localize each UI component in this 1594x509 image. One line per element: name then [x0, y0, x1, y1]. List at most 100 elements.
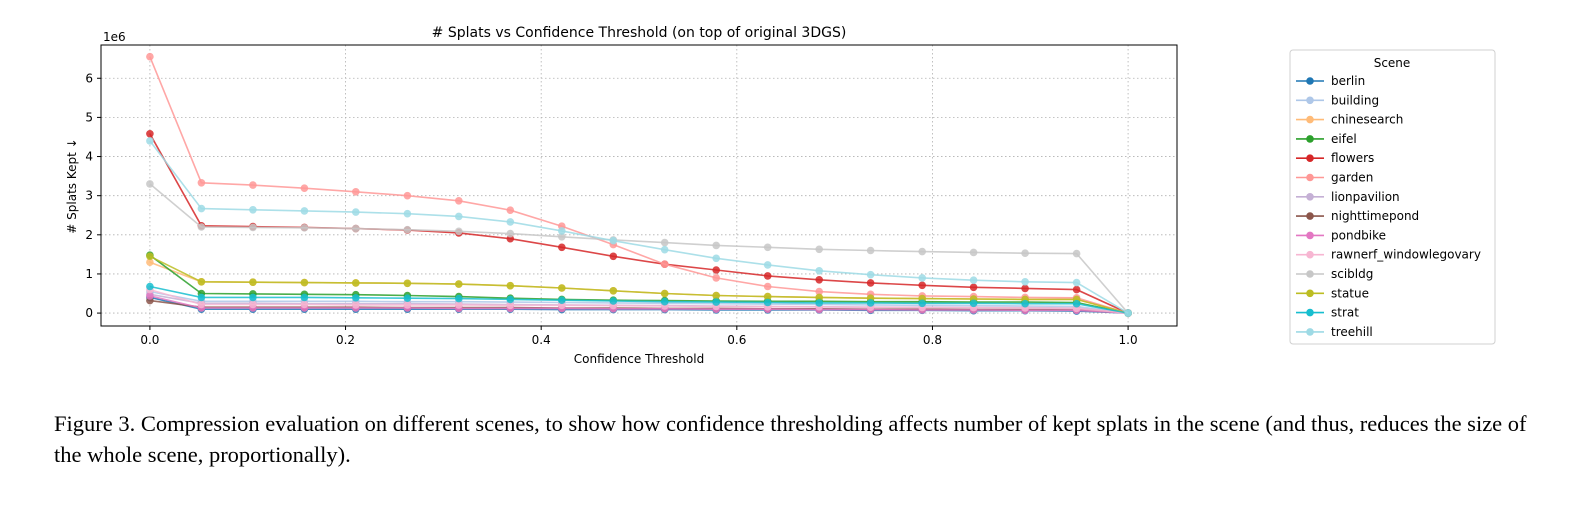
data-point-garden — [506, 206, 515, 214]
x-tick-label: 0.0 — [140, 333, 159, 347]
data-point-strat — [558, 296, 566, 305]
series-line-building — [149, 290, 1129, 314]
data-point-treehill — [1021, 278, 1029, 286]
data-point-garden — [197, 179, 206, 187]
legend-label: pondbike — [1331, 228, 1386, 242]
data-point-statue — [763, 292, 772, 301]
legend-item-eifel: eifel — [1296, 132, 1357, 146]
chart-title: # Splats vs Confidence Threshold (on top… — [432, 25, 847, 41]
y-tick-label: 6 — [85, 71, 93, 85]
y-tick-label: 5 — [85, 110, 93, 124]
data-point-flowers — [609, 252, 618, 261]
data-point-strat — [609, 297, 618, 305]
data-point-garden — [455, 197, 463, 205]
data-point-treehill — [558, 227, 566, 235]
series-strat — [146, 282, 1132, 317]
data-point-strat — [1072, 299, 1081, 308]
y-axis-label: # Splats Kept ↓ — [65, 138, 79, 233]
data-point-garden — [249, 181, 257, 189]
data-point-strat — [969, 299, 978, 308]
series-flowers — [146, 130, 1132, 317]
grid — [101, 45, 1177, 326]
data-point-treehill — [660, 245, 669, 254]
legend-item-strat: strat — [1296, 306, 1359, 320]
data-point-pondbike — [146, 292, 154, 300]
data-point-strat — [197, 293, 206, 302]
data-point-strat — [1021, 299, 1029, 308]
legend-item-statue: statue — [1296, 286, 1369, 300]
legend-label: garden — [1331, 171, 1373, 185]
series-line-statue — [149, 255, 1129, 314]
data-point-scibldg — [197, 223, 206, 231]
data-point-garden — [352, 188, 360, 196]
data-point-flowers — [1072, 285, 1081, 294]
data-point-strat — [249, 293, 257, 302]
legend-item-scibldg: scibldg — [1296, 267, 1373, 281]
data-point-strat — [352, 294, 360, 302]
data-point-strat — [146, 282, 154, 291]
legend-marker — [1306, 77, 1314, 85]
data-point-scibldg — [558, 233, 566, 241]
data-point-rawnerf_windowlegovary — [352, 301, 360, 309]
data-point-statue — [558, 284, 566, 292]
data-point-scibldg — [146, 180, 154, 188]
series-layer — [146, 52, 1132, 317]
legend-label: nighttimepond — [1331, 209, 1419, 223]
legend-marker — [1306, 270, 1314, 278]
data-point-statue — [403, 279, 412, 288]
legend-item-pondbike: pondbike — [1296, 228, 1386, 242]
legend-label: chinesearch — [1331, 113, 1403, 127]
figure-caption: Figure 3. Compression evaluation on diff… — [54, 411, 1527, 467]
data-point-statue — [249, 278, 257, 287]
data-point-treehill — [249, 206, 257, 214]
x-tick-label: 0.2 — [336, 333, 355, 347]
data-point-garden — [403, 191, 412, 200]
data-point-rawnerf_windowlegovary — [300, 300, 309, 309]
series-line-flowers — [149, 133, 1129, 314]
legend-label: eifel — [1331, 132, 1357, 146]
data-point-treehill — [352, 208, 360, 216]
legend-marker — [1306, 154, 1314, 162]
y-tick-label: 3 — [85, 189, 93, 203]
data-point-scibldg — [352, 224, 360, 233]
data-point-strat — [763, 298, 772, 307]
legend-label: flowers — [1331, 151, 1374, 165]
legend-items: berlin building chinesearch eifel flowers gar… — [1296, 74, 1481, 339]
data-point-treehill — [146, 137, 154, 145]
y-offset-label: 1e6 — [103, 30, 126, 44]
data-point-treehill — [815, 267, 823, 275]
data-point-treehill — [506, 218, 515, 226]
data-point-flowers — [918, 281, 926, 290]
legend-marker — [1306, 328, 1314, 336]
series-statue — [146, 252, 1132, 317]
series-line-strat — [149, 285, 1129, 314]
legend-item-garden: garden — [1296, 171, 1373, 185]
data-point-garden — [660, 260, 669, 269]
y-tick-label: 4 — [85, 150, 93, 164]
data-point-scibldg — [300, 224, 309, 232]
data-point-statue — [506, 281, 515, 290]
data-point-scibldg — [763, 243, 772, 252]
legend-label: treehill — [1331, 325, 1373, 339]
data-point-treehill — [609, 236, 618, 245]
data-point-strat — [866, 299, 875, 307]
legend: Scene berlin building chinesearch eifel flow… — [1289, 49, 1496, 345]
legend-marker — [1306, 135, 1314, 143]
data-point-scibldg — [866, 246, 875, 255]
legend-label: berlin — [1331, 74, 1365, 88]
x-tick-label: 0.6 — [727, 333, 746, 347]
legend-label: rawnerf_windowlegovary — [1331, 248, 1481, 262]
data-point-strat — [403, 294, 412, 303]
legend-marker — [1306, 289, 1314, 298]
y-tick-label: 0 — [85, 306, 93, 320]
legend-frame — [1289, 49, 1496, 345]
data-point-treehill — [763, 261, 772, 269]
data-point-treehill — [197, 204, 206, 213]
data-point-scibldg — [1021, 249, 1029, 257]
series-garden — [146, 52, 1132, 317]
legend-label: scibldg — [1331, 267, 1373, 281]
data-point-treehill — [918, 274, 926, 282]
legend-label: statue — [1331, 286, 1369, 300]
legend-item-rawnerf_windowlegovary: rawnerf_windowlegovary — [1296, 248, 1481, 262]
x-axis-label: Confidence Threshold — [574, 352, 704, 366]
